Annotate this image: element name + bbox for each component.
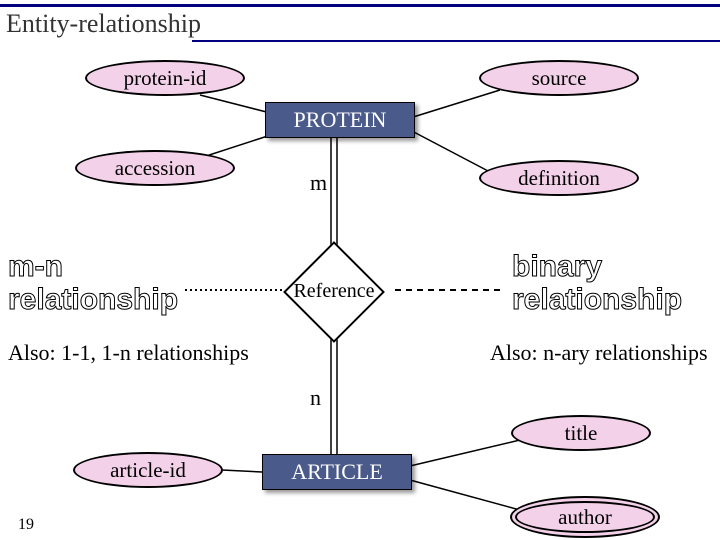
caption-also-right: Also: n-ary relationships [490, 340, 708, 366]
attr-author: author [510, 496, 660, 538]
annotation-line1: binary [512, 250, 682, 283]
relationship-reference: Reference [286, 256, 382, 326]
relationship-label: Reference [286, 256, 382, 326]
caption-also-left: Also: 1-1, 1-n relationships [8, 340, 249, 366]
entity-label: ARTICLE [291, 459, 383, 485]
attr-label: definition [518, 166, 600, 191]
attr-protein-id: protein-id [85, 60, 245, 96]
attr-label: accession [115, 156, 195, 181]
annotation-line2: relationship [512, 283, 682, 316]
attr-accession: accession [75, 150, 235, 186]
attr-label: article-id [110, 458, 186, 483]
annotation-line2: relationship [8, 283, 178, 316]
attr-title: title [511, 415, 651, 451]
page-number: 19 [18, 516, 34, 534]
attr-label: title [565, 421, 598, 446]
page-title: Entity-relationship [0, 7, 207, 41]
attr-definition: definition [479, 160, 639, 196]
slide-title-region: Entity-relationship [0, 4, 720, 41]
annotation-line1: m-n [8, 250, 178, 283]
annotation-binary: binary relationship [512, 250, 682, 316]
entity-protein: PROTEIN [265, 102, 415, 138]
attr-article-id: article-id [73, 452, 223, 488]
attr-source: source [479, 60, 639, 96]
entity-article: ARTICLE [262, 454, 412, 490]
inner-ellipse: author [515, 501, 655, 533]
attr-label: author [558, 505, 612, 530]
attr-label: protein-id [124, 66, 207, 91]
cardinality-n: n [310, 385, 321, 411]
attr-label: source [532, 66, 587, 91]
title-rule-bottom [192, 40, 720, 42]
entity-label: PROTEIN [294, 107, 387, 133]
annotation-mn: m-n relationship [8, 250, 178, 316]
cardinality-m: m [310, 170, 327, 196]
